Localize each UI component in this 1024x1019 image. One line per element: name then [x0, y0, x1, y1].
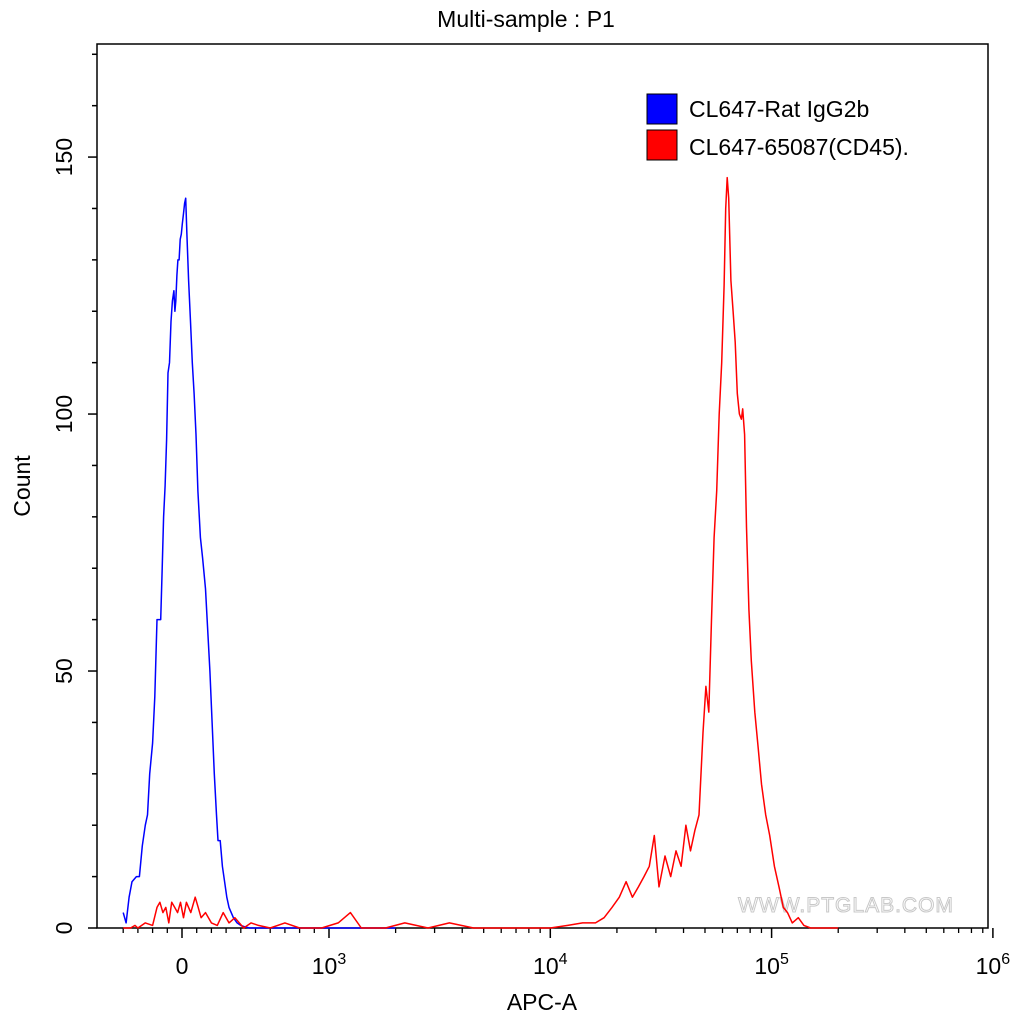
legend-label-isotype: CL647-Rat IgG2b	[689, 96, 869, 122]
legend-swatch-cd45	[646, 129, 678, 161]
x-tick-label: 0	[176, 953, 189, 979]
x-tick-label: 104	[533, 951, 568, 979]
y-tick-label: 50	[51, 658, 77, 684]
x-tick-label: 105	[754, 951, 789, 979]
legend-label-cd45: CL647-65087(CD45).	[689, 134, 909, 160]
watermark-text: WWW.PTGLAB.COM	[738, 894, 954, 917]
series-cd45-line	[123, 176, 839, 929]
y-axis-label: Count	[9, 455, 35, 517]
x-axis-label: APC-A	[507, 989, 578, 1015]
x-axis: 0 103 104 105 106	[122, 928, 1011, 979]
chart-title: Multi-sample : P1	[437, 6, 615, 32]
y-axis: 0 50 100 150	[51, 53, 97, 935]
series-layer	[122, 176, 839, 929]
x-tick-label: 106	[976, 951, 1011, 979]
y-tick-label: 150	[51, 138, 77, 176]
plot-area-frame	[96, 43, 989, 929]
legend-swatch-isotype	[646, 93, 678, 125]
series-isotype-line	[122, 197, 396, 929]
y-tick-label: 0	[51, 922, 77, 935]
legend: CL647-Rat IgG2b CL647-65087(CD45).	[646, 93, 909, 161]
y-tick-label: 100	[51, 395, 77, 433]
x-tick-label: 103	[312, 951, 347, 979]
